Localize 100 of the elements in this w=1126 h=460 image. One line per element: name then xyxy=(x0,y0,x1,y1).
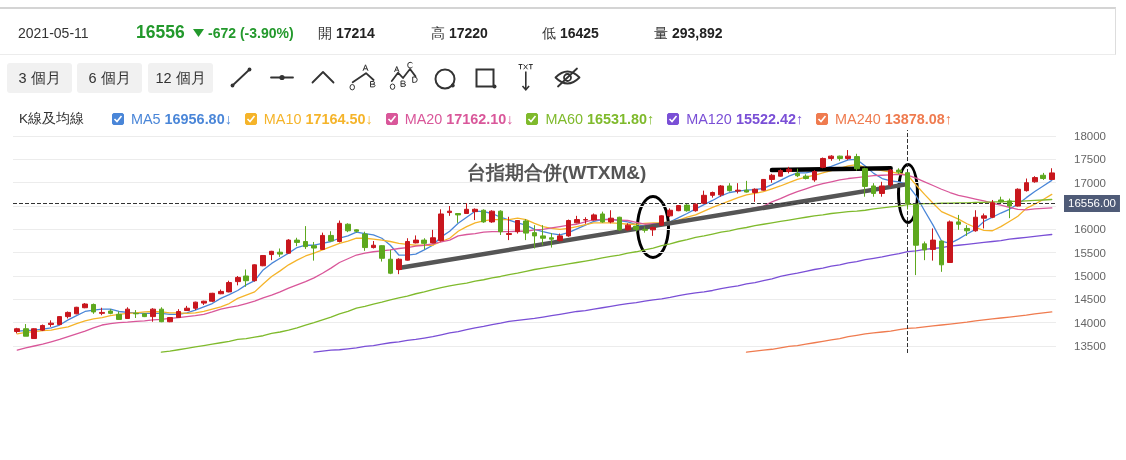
candlestick xyxy=(947,220,953,264)
candlestick xyxy=(608,209,614,224)
y-tick-label: 17000 xyxy=(1074,176,1106,189)
candlestick xyxy=(379,244,385,263)
candlestick xyxy=(176,308,181,319)
candlestick xyxy=(600,211,605,224)
text: 6 個月 xyxy=(77,62,142,93)
candlestick xyxy=(209,292,215,303)
y-tick-label: 14500 xyxy=(1074,293,1106,306)
text: 開 17214 xyxy=(318,25,375,41)
candlestick xyxy=(583,216,588,225)
candlestick xyxy=(998,196,1004,204)
candlestick xyxy=(82,302,88,309)
candlestick xyxy=(930,227,936,262)
line-series xyxy=(160,198,1053,353)
candlestick xyxy=(91,303,96,315)
candlestick xyxy=(506,216,512,241)
y-tick-label: 17500 xyxy=(1074,153,1106,166)
candlestick xyxy=(99,307,105,316)
candlestick xyxy=(676,204,681,212)
candlestick xyxy=(413,234,419,244)
candlestick xyxy=(532,224,537,249)
candlestick xyxy=(447,205,452,217)
candlestick xyxy=(769,173,775,184)
candlestick xyxy=(74,306,79,315)
candlestick xyxy=(243,268,249,288)
candlestick xyxy=(294,237,300,247)
candlestick xyxy=(430,229,436,244)
candlestick xyxy=(1049,167,1055,181)
candlestick xyxy=(718,184,724,198)
candlestick xyxy=(1032,175,1038,184)
candlestick xyxy=(862,167,868,198)
text: -672 (-3.90%) xyxy=(208,25,294,41)
candlestick xyxy=(489,209,495,224)
candlestick xyxy=(286,238,291,255)
legend-title: K線及均線 xyxy=(19,110,85,128)
y-tick-label: 18000 xyxy=(1074,130,1106,143)
candlestick xyxy=(277,248,283,258)
candlestick xyxy=(744,180,749,194)
candlestick xyxy=(498,209,503,236)
candlestick xyxy=(803,173,809,180)
candlestick xyxy=(574,215,580,224)
candlestick xyxy=(795,168,800,178)
candlestick xyxy=(65,310,71,319)
candlestick xyxy=(633,223,639,233)
y-tick-label: 13500 xyxy=(1074,340,1106,352)
text: 16556 xyxy=(136,22,185,42)
candlestick xyxy=(540,224,546,246)
candlestick xyxy=(879,181,885,198)
candlestick xyxy=(167,316,173,323)
candlestick xyxy=(481,208,486,224)
candlestick xyxy=(939,240,944,273)
candlestick xyxy=(48,319,54,328)
y-tick-label: 15500 xyxy=(1074,246,1106,259)
text: 12 個月 xyxy=(148,62,213,93)
y-tick-label: 15000 xyxy=(1074,270,1106,283)
candlestick xyxy=(828,154,834,162)
legend-label: MA20 17162.10↓ xyxy=(404,111,514,127)
ref-line-label: 16556.00 xyxy=(1068,197,1116,210)
candlestick xyxy=(973,209,978,233)
candlestick xyxy=(159,306,164,323)
candlestick xyxy=(964,224,970,237)
candlestick xyxy=(371,240,376,249)
candlestick xyxy=(40,324,45,332)
legend-label: MA60 16531.80↑ xyxy=(545,111,655,127)
y-tick-label: 14000 xyxy=(1074,316,1106,329)
candlestick xyxy=(557,233,563,242)
candlestick xyxy=(896,167,902,175)
candlestick xyxy=(956,214,961,231)
candlestick xyxy=(218,289,224,295)
candlestick xyxy=(260,254,266,267)
candlestick xyxy=(311,241,317,262)
candlestick xyxy=(396,257,402,275)
candlestick xyxy=(235,275,241,286)
candlestick xyxy=(913,203,919,276)
candlestick xyxy=(464,202,469,215)
candlestick xyxy=(14,327,20,334)
text: 3 個月 xyxy=(7,62,72,93)
candlestick xyxy=(566,219,571,238)
candlestick xyxy=(269,250,274,261)
candlestick xyxy=(837,155,843,162)
candlestick xyxy=(642,226,648,234)
candlestick xyxy=(701,190,707,205)
candlestick xyxy=(905,171,910,211)
candlestick xyxy=(684,203,690,213)
text: 量 293,892 xyxy=(654,25,723,41)
candlestick xyxy=(990,199,995,219)
line-series xyxy=(313,233,1053,353)
candlestick xyxy=(337,220,342,243)
text: 低 16425 xyxy=(542,25,599,41)
candlestick xyxy=(710,191,715,199)
candlestick xyxy=(515,219,520,235)
candlestick xyxy=(778,168,783,178)
candlestick xyxy=(125,306,130,319)
legend-label: MA10 17164.50↓ xyxy=(263,111,373,127)
candlestick xyxy=(116,310,122,321)
candlestick xyxy=(405,237,410,262)
candlestick xyxy=(922,241,927,261)
candlestick xyxy=(523,218,529,241)
candlestick xyxy=(854,153,860,172)
